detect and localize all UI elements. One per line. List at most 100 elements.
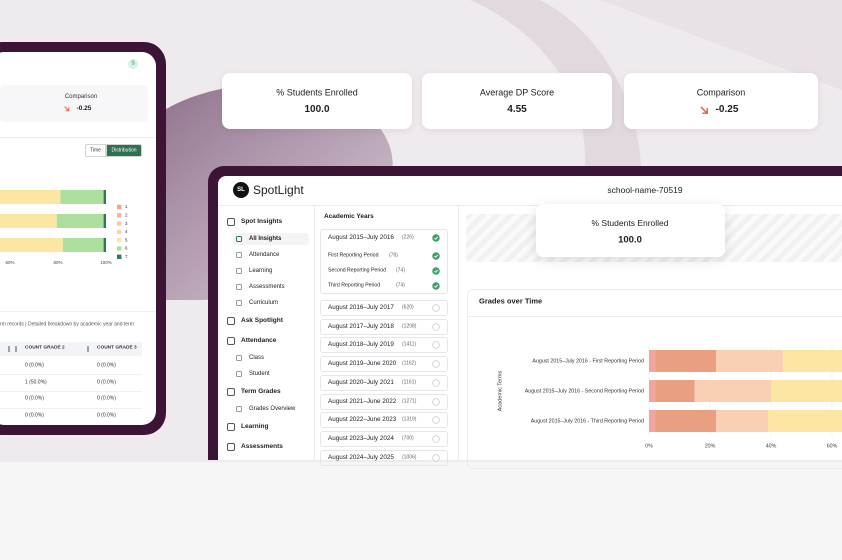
year-row xyxy=(320,300,448,316)
year-row xyxy=(320,430,448,447)
table-cell: 0 (0.0%) xyxy=(97,362,116,369)
nav-icon xyxy=(227,423,235,431)
checkbox-circle xyxy=(432,453,440,462)
legend-swatch xyxy=(117,254,122,259)
year-count: (700) xyxy=(402,435,414,442)
stat-label: Average DP Score xyxy=(479,87,555,98)
nav-item: Student xyxy=(249,371,270,377)
divider xyxy=(0,311,156,312)
y-tick-label: August 2015–July 2016 - Second Reporting… xyxy=(525,388,644,394)
table-header xyxy=(0,342,142,356)
checkbox xyxy=(432,379,440,387)
period-count: (74) xyxy=(396,282,405,289)
checkbox xyxy=(432,360,440,368)
checkbox-tick xyxy=(434,254,439,258)
bar-segment xyxy=(60,190,104,204)
nav-icon xyxy=(236,371,242,377)
table-cell: 1 (50.0%) xyxy=(25,379,47,386)
checkbox-circle xyxy=(432,304,440,312)
legend-label: 7 xyxy=(125,254,128,259)
bar-segment xyxy=(716,410,768,432)
row-divider xyxy=(0,374,142,376)
x-tick-label: 80% xyxy=(53,260,62,265)
checkbox xyxy=(432,234,440,242)
nav-item: Grades Overview xyxy=(249,406,296,412)
bar-segment xyxy=(771,380,842,402)
year-count: (1271) xyxy=(402,398,417,404)
year-label: August 2016–July 2017 xyxy=(328,303,394,311)
nav-item: All Insights xyxy=(249,236,282,242)
bar-segment xyxy=(716,350,784,372)
summary-label: % Students Enrolled xyxy=(591,217,669,228)
nav-icon xyxy=(236,300,242,306)
sidebar-divider xyxy=(314,205,315,460)
x-tick-label: 40% xyxy=(766,443,777,449)
year-label: August 2017–July 2018 xyxy=(328,322,394,330)
nav-item: Attendance xyxy=(249,252,280,258)
year-row xyxy=(320,412,448,429)
x-tick-label: 20% xyxy=(705,443,716,449)
y-axis-title: Academic Terms xyxy=(497,370,503,411)
sort-icon xyxy=(15,346,17,352)
row-divider xyxy=(0,407,142,409)
checkbox xyxy=(432,267,440,275)
avatar-initial: S xyxy=(131,60,135,67)
checkbox xyxy=(432,435,440,443)
bar-segment xyxy=(0,190,61,204)
chart: 0% 20% 40% 60% August 2015–July 2016 - First… xyxy=(497,346,842,449)
toggle-label: Distribution xyxy=(111,147,137,153)
bar-segment xyxy=(655,350,717,372)
bar-segment xyxy=(56,214,104,228)
stat-card xyxy=(222,73,412,129)
nav-icon xyxy=(227,337,235,345)
year-count: (1411) xyxy=(402,341,417,348)
legend-label: 3 xyxy=(125,221,128,226)
checkbox xyxy=(432,397,440,406)
year-row xyxy=(320,393,448,410)
nav-icon xyxy=(236,284,242,290)
checkbox-circle xyxy=(432,322,440,331)
bar-segment xyxy=(767,410,842,432)
checkbox xyxy=(432,341,440,350)
stat-value: 100.0 xyxy=(304,104,330,115)
toggle-option xyxy=(106,144,142,157)
sort-icon xyxy=(8,346,10,352)
year-count: (1208) xyxy=(402,323,417,330)
legend-label: 6 xyxy=(125,246,128,251)
nav-active xyxy=(233,233,309,245)
year-row xyxy=(320,356,448,373)
legend-label: 1 xyxy=(125,204,128,209)
year-count: (620) xyxy=(402,304,414,311)
nav-section: Term Grades xyxy=(241,387,281,395)
logo-text: SL xyxy=(237,187,245,193)
y-tick-label: August 2015–July 2016 - Third Reporting … xyxy=(531,418,644,424)
toggle-label: Time xyxy=(90,147,101,153)
legend-swatch xyxy=(117,204,122,210)
column-header: COUNT GRADE 3 xyxy=(97,345,137,351)
column-header: COUNT GRADE 2 xyxy=(25,345,65,351)
nav-icon xyxy=(227,388,235,396)
bar-segment xyxy=(103,190,106,204)
checkbox xyxy=(432,304,440,312)
period-label: Second Reporting Period xyxy=(328,267,386,274)
year-label: August 2019–June 2020 xyxy=(328,359,397,367)
year-row xyxy=(320,318,448,335)
card-value: -0.25 xyxy=(76,104,92,112)
checkbox xyxy=(432,453,440,462)
bar-segment xyxy=(103,238,106,252)
years-title: Academic Years xyxy=(324,212,374,220)
bar-segment xyxy=(694,380,771,402)
nav-icon xyxy=(227,443,235,451)
panel-divider xyxy=(467,316,842,317)
year-row xyxy=(320,337,448,354)
checkbox xyxy=(432,322,440,331)
stat-value: 4.55 xyxy=(507,104,527,115)
bar-segment xyxy=(783,350,842,372)
section-note: rm records | Detailed breakdown by acade… xyxy=(0,321,134,328)
year-group xyxy=(320,229,448,294)
bar-segment xyxy=(649,380,656,402)
summary-card xyxy=(536,204,725,257)
legend-swatch xyxy=(117,213,122,218)
row-divider xyxy=(0,390,142,392)
nav-icon xyxy=(227,317,235,325)
